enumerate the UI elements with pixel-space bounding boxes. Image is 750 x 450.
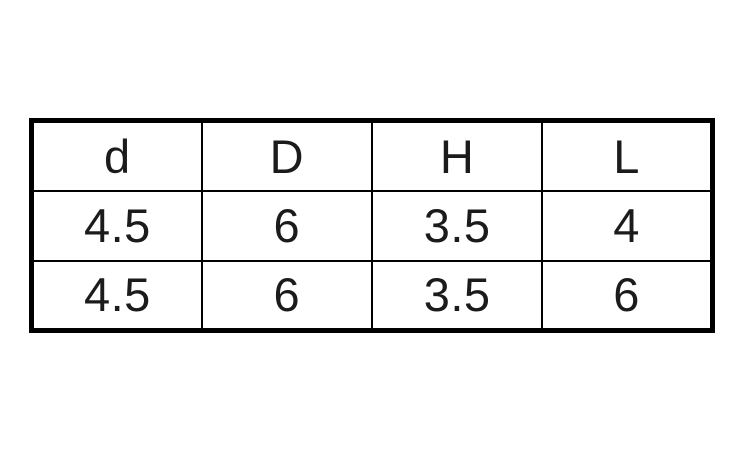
header-cell-H: H — [370, 119, 544, 192]
dimension-spec-table: d D H L 4.5 6 3.5 4 4.5 6 3.5 6 — [29, 118, 715, 333]
header-cell-D: D — [200, 119, 374, 192]
cell-r1-L: 4 — [541, 189, 714, 262]
table-row: 4.5 6 3.5 6 — [30, 259, 714, 332]
cell-r2-H: 3.5 — [370, 259, 544, 332]
table-header: d D H L — [30, 119, 714, 192]
header-cell-L: L — [541, 119, 714, 192]
cell-r1-D: 6 — [200, 189, 374, 262]
cell-r2-D: 6 — [200, 259, 374, 332]
cell-r1-d: 4.5 — [30, 189, 203, 262]
header-cell-d: d — [30, 119, 203, 192]
table-body: 4.5 6 3.5 4 4.5 6 3.5 6 — [30, 189, 714, 332]
cell-r2-d: 4.5 — [30, 259, 203, 332]
table-row: 4.5 6 3.5 4 — [30, 189, 714, 262]
cell-r2-L: 6 — [541, 259, 714, 332]
header-row: d D H L — [30, 119, 714, 192]
cell-r1-H: 3.5 — [370, 189, 544, 262]
